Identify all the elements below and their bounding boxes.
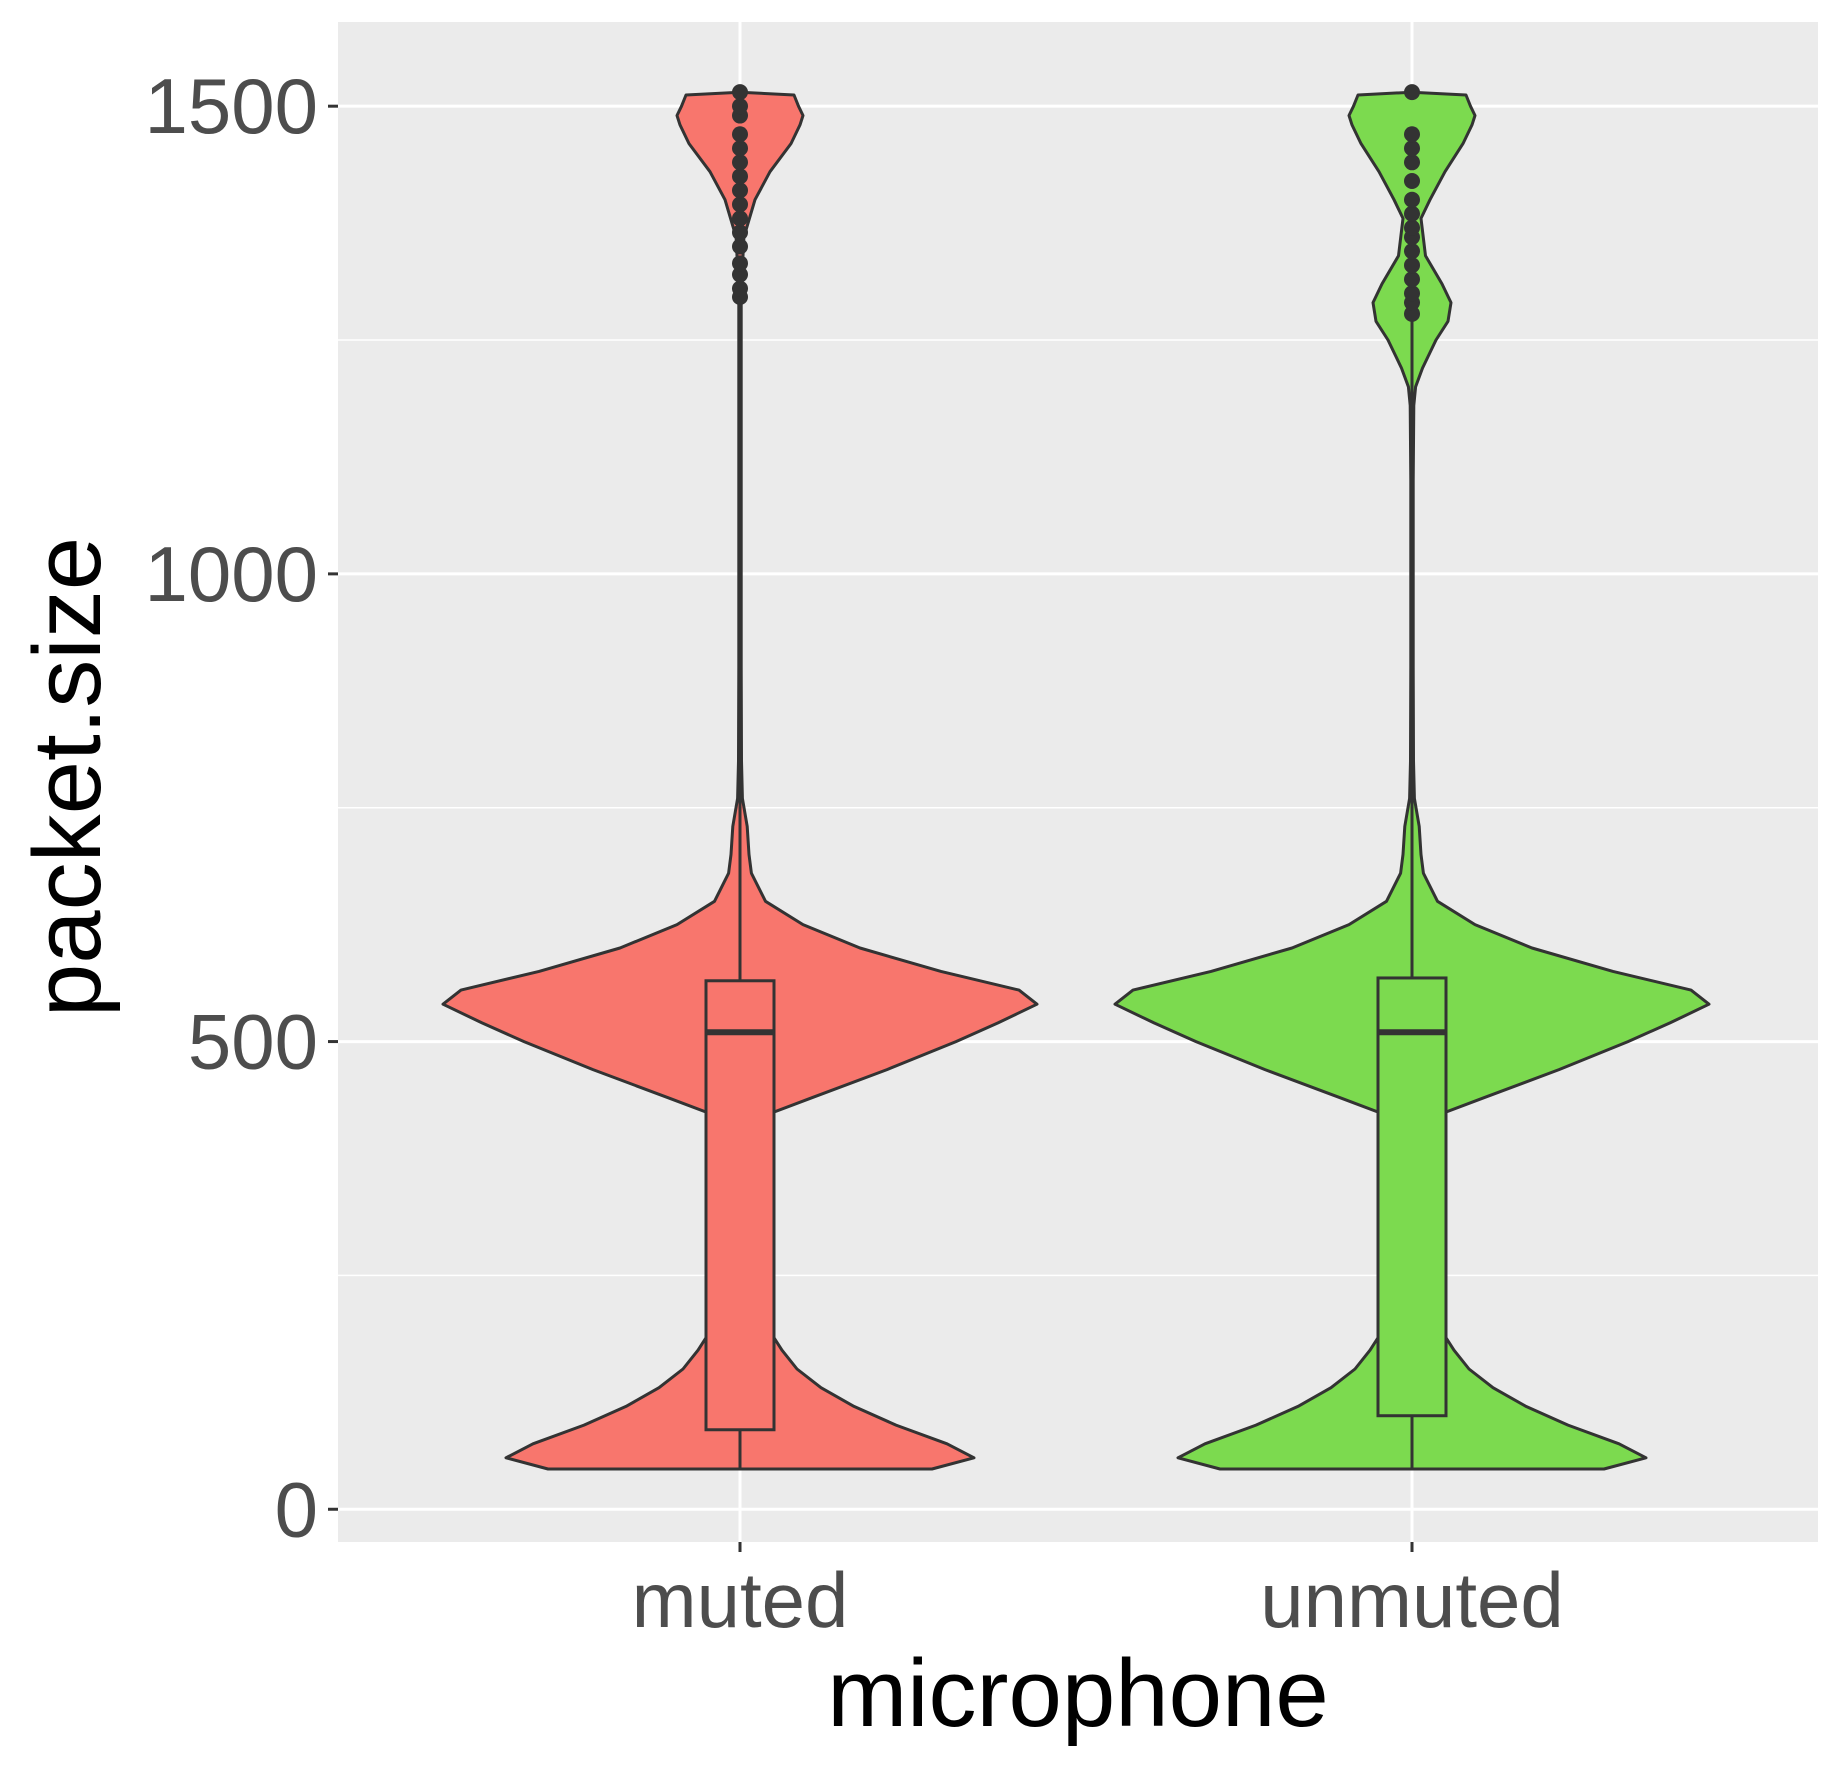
outlier-point-muted bbox=[732, 266, 748, 283]
outlier-point-unmuted bbox=[1404, 140, 1420, 157]
outlier-point-muted bbox=[732, 84, 748, 101]
outlier-point-unmuted bbox=[1404, 154, 1420, 171]
outlier-point-muted bbox=[732, 126, 748, 143]
outlier-point-unmuted bbox=[1404, 243, 1420, 260]
outlier-point-muted bbox=[732, 182, 748, 199]
y-tick-label: 500 bbox=[188, 998, 318, 1086]
outlier-point-unmuted bbox=[1404, 205, 1420, 222]
x-tick-label-unmuted: unmuted bbox=[1260, 1556, 1564, 1644]
outlier-point-unmuted bbox=[1404, 219, 1420, 236]
outlier-point-muted bbox=[732, 238, 748, 255]
grid-minor bbox=[338, 339, 1818, 1277]
outlier-point-muted bbox=[732, 210, 748, 227]
x-axis: muted unmuted bbox=[632, 1542, 1564, 1644]
y-tick-label: 1500 bbox=[144, 62, 318, 150]
outlier-point-unmuted bbox=[1404, 285, 1420, 302]
x-tick-label-muted: muted bbox=[632, 1556, 849, 1644]
box-muted bbox=[704, 979, 776, 1432]
outlier-point-unmuted bbox=[1404, 271, 1420, 288]
outlier-point-muted bbox=[732, 98, 748, 115]
outlier-point-muted bbox=[732, 168, 748, 185]
outlier-point-unmuted bbox=[1404, 191, 1420, 208]
x-axis-title: microphone bbox=[827, 1640, 1329, 1747]
outlier-point-unmuted bbox=[1404, 84, 1420, 101]
box-unmuted bbox=[1376, 976, 1448, 1418]
y-tick-label: 0 bbox=[275, 1465, 318, 1553]
outlier-point-unmuted bbox=[1404, 173, 1420, 190]
outlier-point-unmuted bbox=[1404, 305, 1420, 322]
y-tick-label: 1000 bbox=[144, 530, 318, 618]
outlier-point-muted bbox=[732, 224, 748, 241]
outlier-point-unmuted bbox=[1404, 257, 1420, 274]
boxplots bbox=[704, 84, 1448, 1470]
outlier-point-unmuted bbox=[1404, 126, 1420, 143]
outlier-point-muted bbox=[732, 255, 748, 272]
outlier-point-muted bbox=[732, 154, 748, 171]
outlier-point-muted bbox=[732, 196, 748, 213]
y-axis: 0 500 1000 1500 bbox=[144, 62, 338, 1553]
outlier-point-muted bbox=[732, 280, 748, 297]
y-axis-title: packet.size bbox=[14, 537, 121, 1017]
plot-panel bbox=[338, 22, 1818, 1542]
outlier-point-muted bbox=[732, 140, 748, 157]
